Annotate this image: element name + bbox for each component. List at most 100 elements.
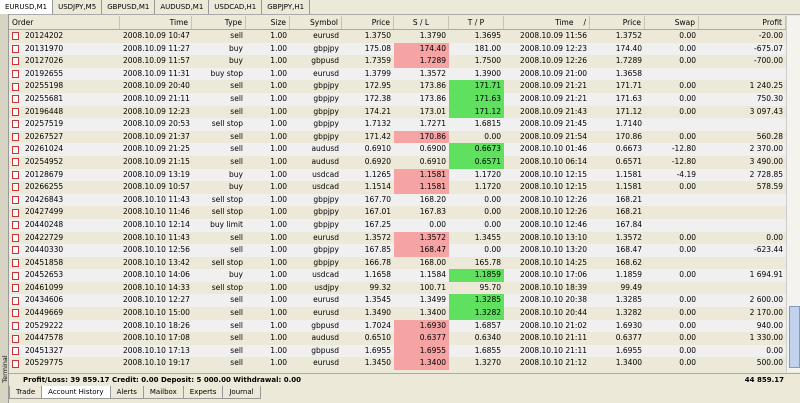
chart-tab[interactable]: GBPUSD,M1 <box>102 0 156 14</box>
cell: 20131970 <box>9 43 120 56</box>
cell: 20434606 <box>9 294 120 307</box>
cell: 1 694.91 <box>749 270 783 280</box>
history-row[interactable]: 20255681 2008.10.09 21:11 sell 1.00 gbpjpy 17… <box>9 92 786 106</box>
history-row[interactable]: 20449669 2008.10.10 15:00 sell 1.00 eurusd 1.… <box>9 307 786 320</box>
history-row[interactable]: 20440330 2008.10.10 12:56 sell 1.00 gbpjpy 16… <box>9 244 786 257</box>
history-row[interactable]: 20255198 2008.10.09 20:40 sell 1.00 gbpjpy 17… <box>9 80 786 93</box>
history-row[interactable]: 20451327 2008.10.10 17:13 sell 1.00 gbpusd 1.… <box>9 344 786 358</box>
history-row[interactable]: 20529775 2008.10.10 19:17 sell 1.00 eurusd 1.… <box>9 357 786 371</box>
column-header[interactable]: Price <box>342 16 394 29</box>
cell: 1.3400 <box>615 358 642 368</box>
cell <box>645 68 699 81</box>
history-row[interactable]: 20440248 2008.10.10 12:14 buy limit 1.00 gbp… <box>9 218 786 232</box>
column-header[interactable]: Size <box>246 16 290 29</box>
history-row[interactable]: 20127026 2008.10.09 11:57 buy 1.00 gbpusd 1.7… <box>9 55 786 68</box>
cell: 1.7140 <box>615 119 642 129</box>
side-bar: Terminal <box>0 14 9 403</box>
order-icon <box>12 334 19 343</box>
history-row[interactable]: 20196448 2008.10.09 12:23 sell 1.00 gbpjpy 17… <box>9 105 786 119</box>
cell: 20426843 <box>9 194 120 207</box>
cell: gbpusd <box>311 345 339 355</box>
history-row[interactable]: 20529222 2008.10.10 18:26 sell 1.00 gbpusd 1.… <box>9 319 786 333</box>
column-header[interactable]: Type <box>192 16 246 29</box>
order-icon <box>12 309 19 318</box>
column-header[interactable]: Order <box>9 16 120 29</box>
history-row[interactable]: 20131970 2008.10.09 11:27 buy 1.00 gbpjpy 175… <box>9 42 786 56</box>
history-row[interactable]: 20257519 2008.10.09 20:53 sell stop 1.00 gbp… <box>9 118 786 131</box>
history-row[interactable]: 20427499 2008.10.10 11:46 sell stop 1.00 gbp… <box>9 206 786 219</box>
column-header[interactable]: Symbol <box>290 16 342 29</box>
cell: 2008.10.10 12:56 <box>123 245 190 255</box>
scrollbar[interactable] <box>786 16 800 372</box>
side-label: Terminal <box>1 355 9 383</box>
cell: sell stop <box>211 282 243 292</box>
terminal-tab[interactable]: Experts <box>182 386 224 399</box>
column-header[interactable]: Time <box>120 16 192 29</box>
history-row[interactable]: 20422729 2008.10.10 11:43 sell 1.00 eurusd 1.… <box>9 231 786 245</box>
history-row[interactable]: 20267527 2008.10.09 21:37 sell 1.00 gbpjpy 17… <box>9 130 786 144</box>
cell: eurusd <box>313 295 339 305</box>
chart-tabs: EURUSD,M1 USDJPY,M5 GBPUSD,M1 AUDUSD,M1 USDC… <box>0 0 800 15</box>
cell <box>645 194 699 207</box>
history-row[interactable]: 20426843 2008.10.10 11:43 sell stop 1.00 gbp… <box>9 193 786 207</box>
column-header[interactable]: T / P <box>449 16 504 29</box>
cell: 0.6510 <box>364 333 391 343</box>
history-row[interactable]: 20461099 2008.10.10 14:33 sell stop 1.00 usd… <box>9 282 786 295</box>
cell: sell <box>230 232 243 242</box>
cell: 95.70 <box>479 282 501 292</box>
cell: 0.6910 <box>419 156 446 166</box>
column-header[interactable]: Time / <box>504 16 590 29</box>
cell: 578.59 <box>756 182 783 192</box>
cell: 1.3490 <box>364 308 391 318</box>
history-row[interactable]: 20128679 2008.10.09 13:19 buy 1.00 usdcad 1.1… <box>9 168 786 182</box>
order-id: 20447578 <box>25 333 64 343</box>
terminal-tab[interactable]: Mailbox <box>142 386 184 399</box>
history-row[interactable]: 20447578 2008.10.10 17:08 sell 1.00 audusd 0.… <box>9 332 786 345</box>
cell: buy limit <box>210 219 243 229</box>
cell: 0.6673 <box>449 143 504 156</box>
cell: -700.00 <box>754 56 783 66</box>
cell: usdcad <box>312 169 339 179</box>
order-icon <box>12 271 19 280</box>
cell: 0.00 <box>679 333 696 343</box>
history-row[interactable]: 20451858 2008.10.10 13:42 sell stop 1.00 gbp… <box>9 257 786 270</box>
history-row[interactable]: 20192655 2008.10.09 11:31 buy stop 1.00 euru… <box>9 67 786 81</box>
chart-tab[interactable]: GBPJPY,H1 <box>262 0 311 14</box>
sort-mark: / <box>583 18 586 27</box>
history-row[interactable]: 20266255 2008.10.09 10:57 buy 1.00 usdcad 1.1… <box>9 181 786 194</box>
cell: 2008.10.10 14:06 <box>123 270 190 280</box>
cell: 171.42 <box>364 131 391 141</box>
cell: 1.00 <box>270 43 287 53</box>
cell: 1.00 <box>270 257 287 267</box>
cell: sell <box>230 295 243 305</box>
cell: 0.6377 <box>615 333 642 343</box>
history-row[interactable]: 20452653 2008.10.10 14:06 buy 1.00 usdcad 1.1… <box>9 269 786 282</box>
terminal-tab[interactable]: Alerts <box>109 386 144 399</box>
history-row[interactable]: 20254952 2008.10.09 21:15 sell 1.00 audusd 0.… <box>9 155 786 169</box>
cell: 1.00 <box>270 169 287 179</box>
cell: 20461099 <box>9 282 120 295</box>
history-row[interactable]: 20124202 2008.10.09 10:47 sell 1.00 eurusd 1.… <box>9 30 786 43</box>
column-header[interactable]: S / L <box>394 16 449 29</box>
order-id: 20266255 <box>25 182 64 192</box>
cell: 1.1581 <box>615 182 642 192</box>
column-header[interactable]: Profit <box>699 16 786 29</box>
cell: 173.86 <box>419 93 446 103</box>
cell: 171.12 <box>615 106 642 116</box>
history-row[interactable]: 20261024 2008.10.09 21:25 sell 1.00 audusd 0.… <box>9 143 786 156</box>
chart-tab[interactable]: EURUSD,M1 <box>0 0 54 14</box>
chart-tab[interactable]: AUDUSD,M1 <box>155 0 210 14</box>
cell: -20.00 <box>758 31 783 40</box>
chart-tab[interactable]: USDJPY,M5 <box>53 0 103 14</box>
history-row[interactable]: 20434606 2008.10.10 12:27 sell 1.00 eurusd 1.… <box>9 294 786 308</box>
terminal-tab[interactable]: Trade <box>9 386 43 399</box>
cell: 170.86 <box>394 130 449 144</box>
terminal-tab[interactable]: Account History <box>41 386 111 399</box>
column-header[interactable]: Price <box>590 16 645 29</box>
scroll-thumb[interactable] <box>789 306 800 368</box>
terminal-tab[interactable]: Journal <box>222 386 261 399</box>
chart-tab[interactable]: USDCAD,H1 <box>209 0 263 14</box>
order-icon <box>12 170 19 179</box>
column-header[interactable]: Swap <box>645 16 699 29</box>
